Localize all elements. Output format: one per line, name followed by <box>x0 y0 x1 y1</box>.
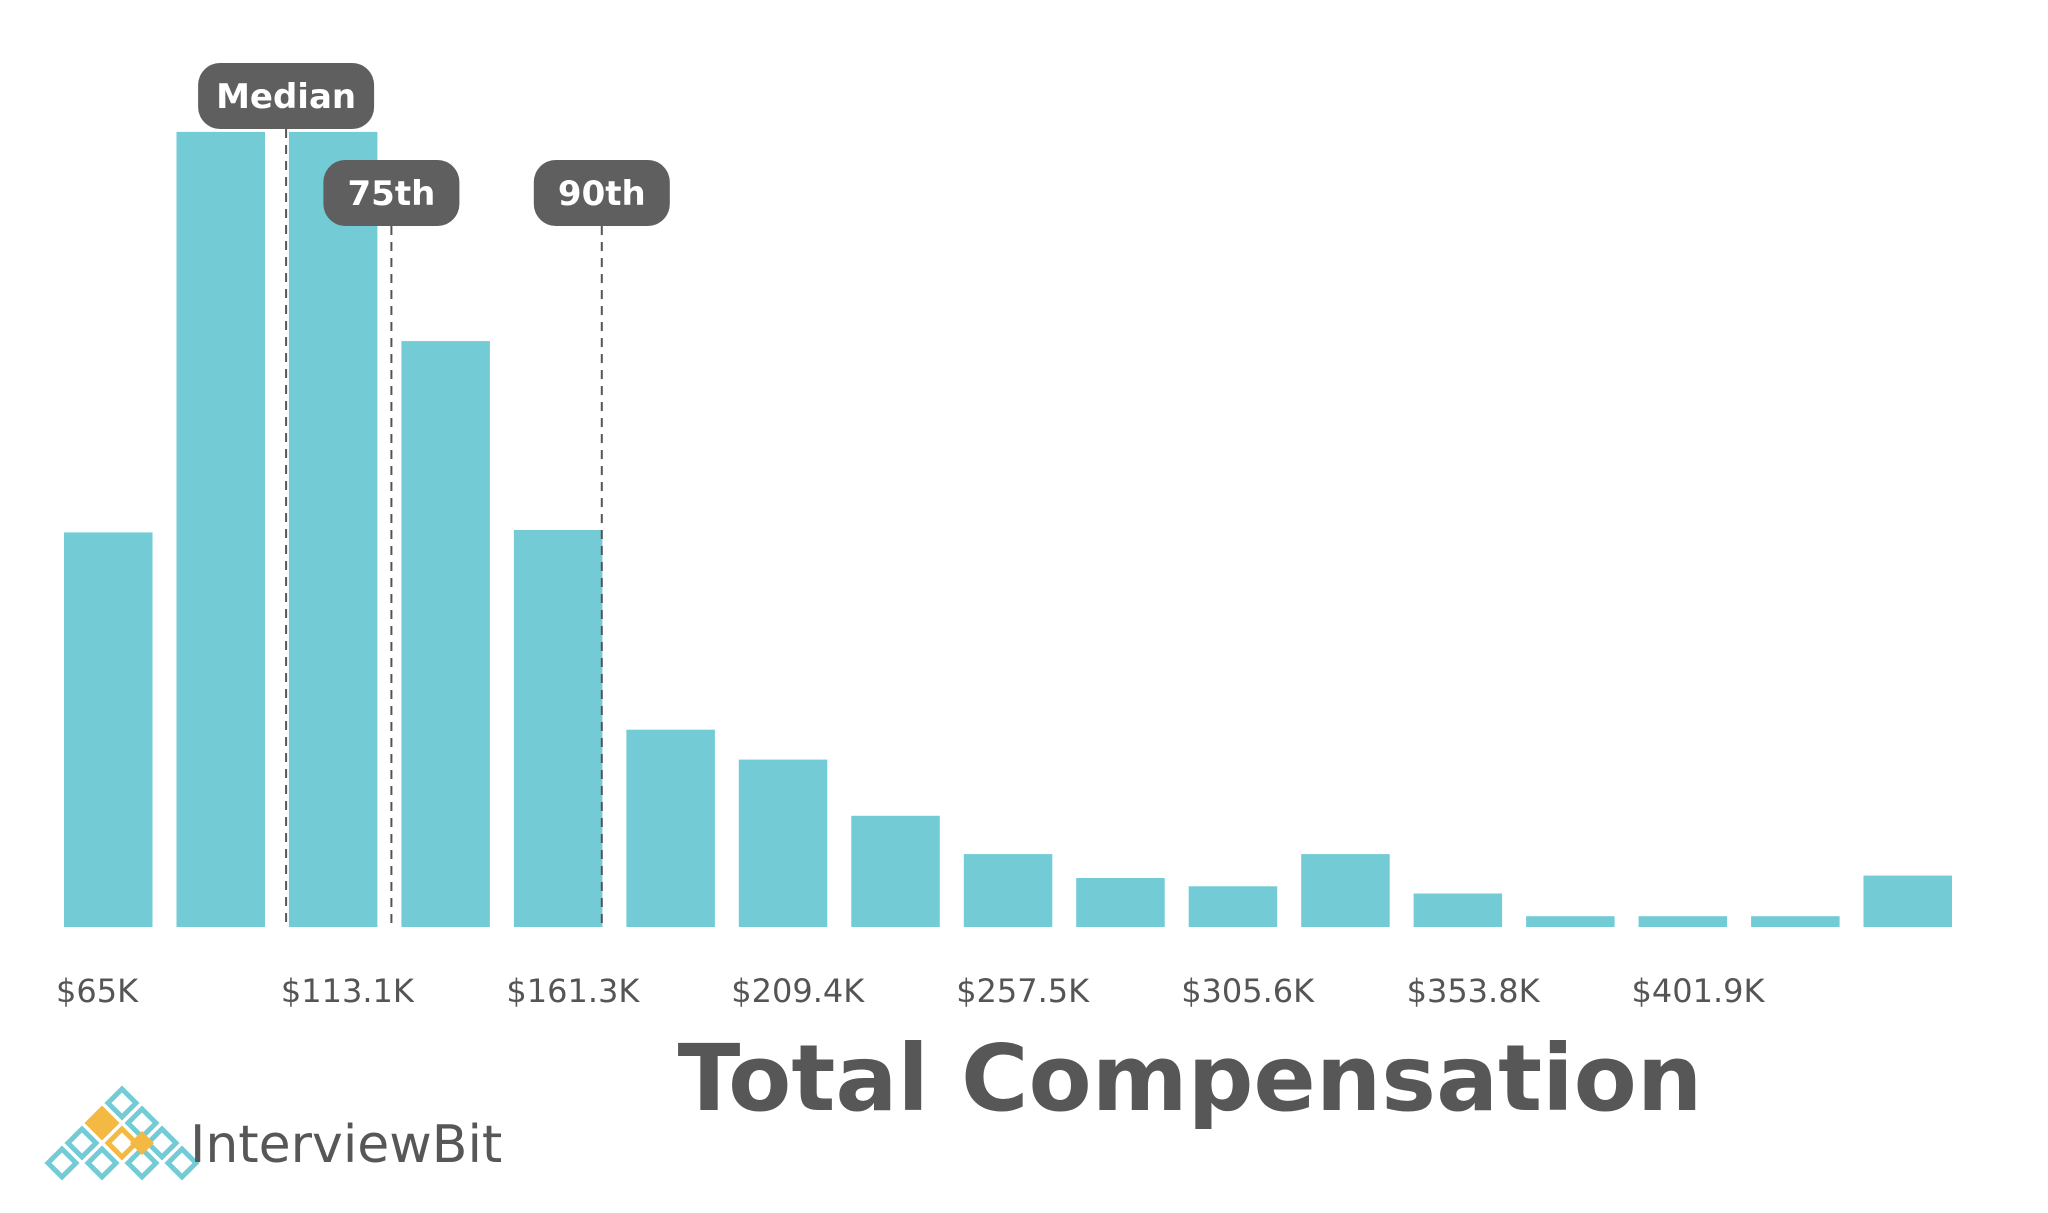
histogram-bar <box>738 759 828 927</box>
histogram-bar <box>1188 886 1278 927</box>
percentile-label: Median <box>216 77 356 117</box>
histogram-bar <box>1076 878 1165 927</box>
histogram-bar <box>963 854 1053 927</box>
percentile-label: 75th <box>348 174 436 214</box>
brand-name: InterviewBit <box>190 1115 502 1175</box>
histogram-bar <box>513 530 603 927</box>
x-tick-label: $161.3K <box>506 972 640 1010</box>
logo-diamond-filled <box>90 1111 114 1135</box>
histogram-bar <box>1751 916 1840 927</box>
x-tick-label: $305.6K <box>1181 972 1315 1010</box>
interviewbit-logo-icon <box>44 1085 200 1181</box>
x-tick-label: $401.9K <box>1632 972 1766 1010</box>
percentile-pill <box>198 63 375 129</box>
histogram-bar <box>851 815 940 927</box>
x-tick-label: $65K <box>56 972 139 1010</box>
histogram-bar <box>64 532 153 927</box>
logo-diamond-filled <box>130 1131 154 1155</box>
histogram-bar <box>176 131 265 927</box>
x-tick-label: $209.4K <box>731 972 865 1010</box>
histogram-bar <box>1638 916 1728 927</box>
histogram-bar <box>1526 916 1615 927</box>
logo-diamond <box>44 1145 80 1181</box>
x-tick-label: $353.8K <box>1407 972 1541 1010</box>
x-axis-label: Total Compensation <box>678 1025 1703 1132</box>
logo-diamond <box>164 1145 200 1181</box>
percentile-pill <box>533 160 670 226</box>
percentile-label: 90th <box>558 174 646 214</box>
bars-group <box>64 131 1952 928</box>
logo-diamond <box>64 1125 100 1161</box>
histogram-bar <box>1301 854 1390 927</box>
logo-diamond <box>104 1085 140 1121</box>
percentile-pill <box>323 160 460 226</box>
logo-diamond <box>104 1125 140 1161</box>
logo-diamond <box>124 1145 160 1181</box>
histogram-bar <box>1413 893 1503 927</box>
histogram-bar <box>626 729 715 927</box>
x-tick-label: $113.1K <box>281 972 415 1010</box>
logo-diamond <box>144 1125 180 1161</box>
percentile-markers: Median 75th 90th <box>198 63 670 927</box>
histogram-bar <box>1863 875 1952 927</box>
brand-logo: InterviewBit <box>44 1085 502 1181</box>
logo-diamond <box>84 1145 120 1181</box>
histogram-bar <box>401 341 490 928</box>
x-axis-ticks: $65K $113.1K $161.3K $209.4K $257.5K $305.6K $… <box>56 972 1765 1010</box>
histogram-bar <box>288 131 378 927</box>
x-tick-label: $257.5K <box>956 972 1090 1010</box>
